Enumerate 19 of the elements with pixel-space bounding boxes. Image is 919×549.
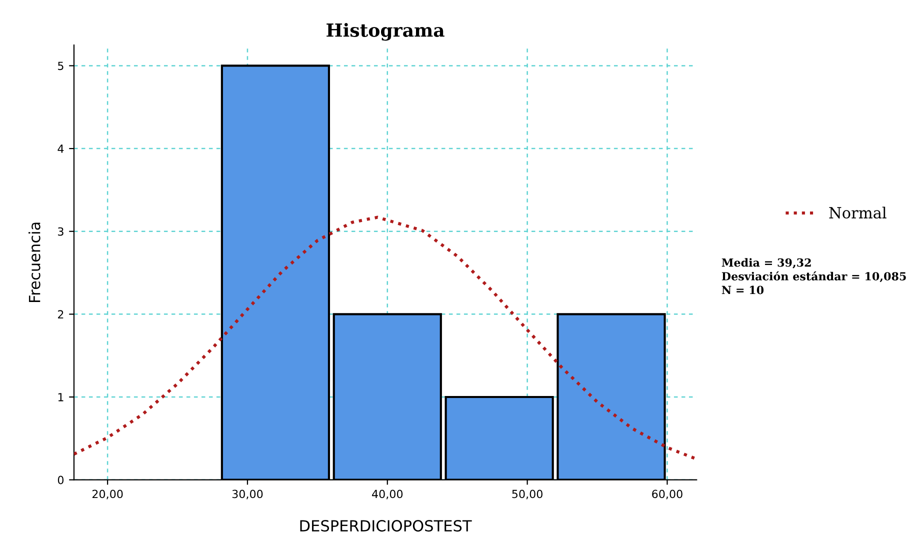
y-tick-label: 5	[58, 62, 64, 70]
y-tick-label: 2	[58, 310, 64, 318]
text: Media = 39,32	[722, 258, 811, 268]
x-tick-label: 20,00	[92, 490, 123, 500]
legend-label: Normal	[829, 206, 886, 219]
text: Desviación estándar = 10,085	[722, 271, 906, 282]
x-axis-title: DESPERDICIOPOSTEST	[300, 520, 472, 532]
x-tick-label: 30,00	[232, 490, 263, 500]
x-tick-label: 50,00	[512, 490, 542, 500]
y-tick-label: 3	[58, 227, 64, 236]
chart-title: Histograma	[326, 22, 444, 41]
y-tick-label: 4	[58, 144, 64, 153]
y-tick-label: 0	[58, 476, 64, 484]
line-series	[74, 216, 697, 461]
text: N = 10	[722, 286, 764, 294]
y-axis-title: Frecuencia	[28, 222, 40, 302]
x-tick-label: 40,00	[372, 490, 403, 500]
y-tick-label: 1	[58, 393, 64, 402]
x-tick-label: 60,00	[652, 490, 682, 500]
